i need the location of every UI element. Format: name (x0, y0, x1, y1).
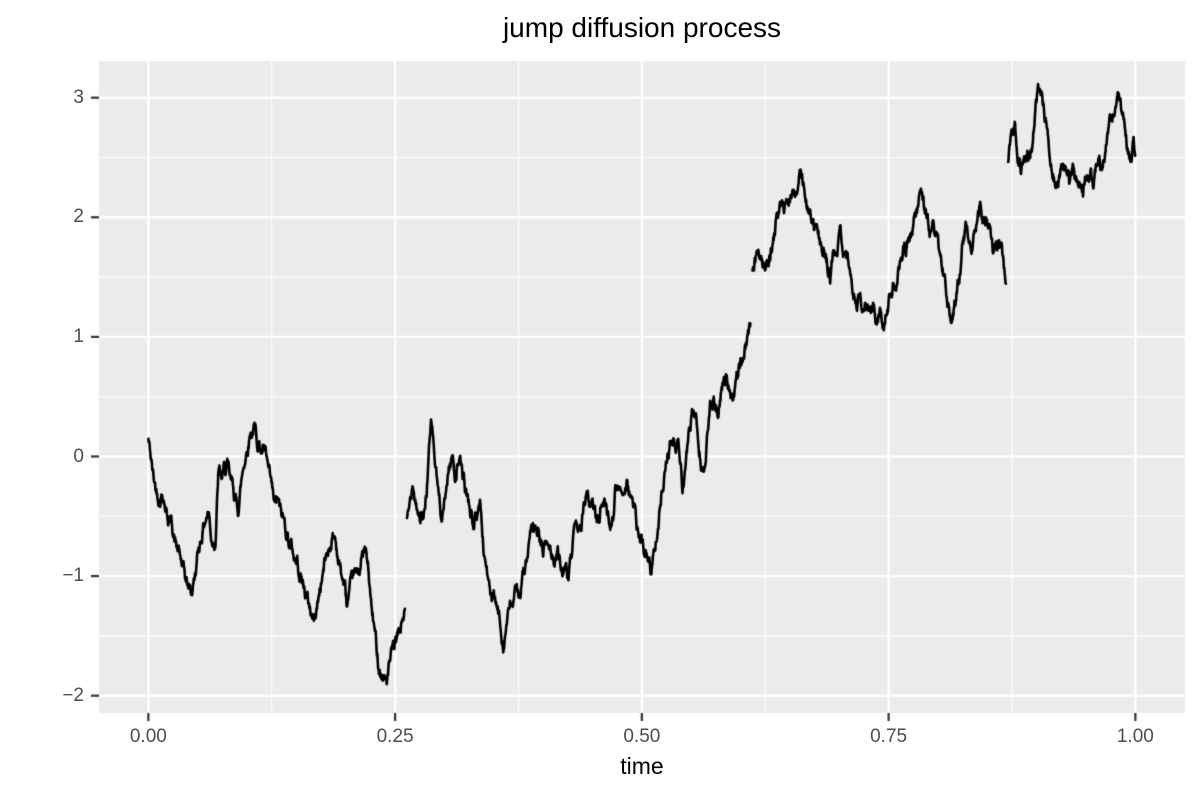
x-tick-label: 0.00 (129, 726, 167, 747)
x-tick-label: 0.25 (376, 726, 414, 747)
y-tick-label: 2 (73, 206, 84, 228)
y-tick-label: −2 (62, 684, 84, 706)
y-tick-label: 3 (73, 86, 84, 108)
y-tick-label: −1 (62, 565, 84, 587)
x-axis-title: time (620, 753, 664, 779)
chart-title: jump diffusion process (502, 12, 782, 43)
y-tick-label: 1 (73, 325, 84, 347)
x-tick-label: 1.00 (1116, 726, 1154, 747)
x-tick-label: 0.50 (623, 726, 661, 747)
y-tick-label: 0 (73, 445, 84, 467)
x-tick-label: 0.75 (870, 726, 908, 747)
